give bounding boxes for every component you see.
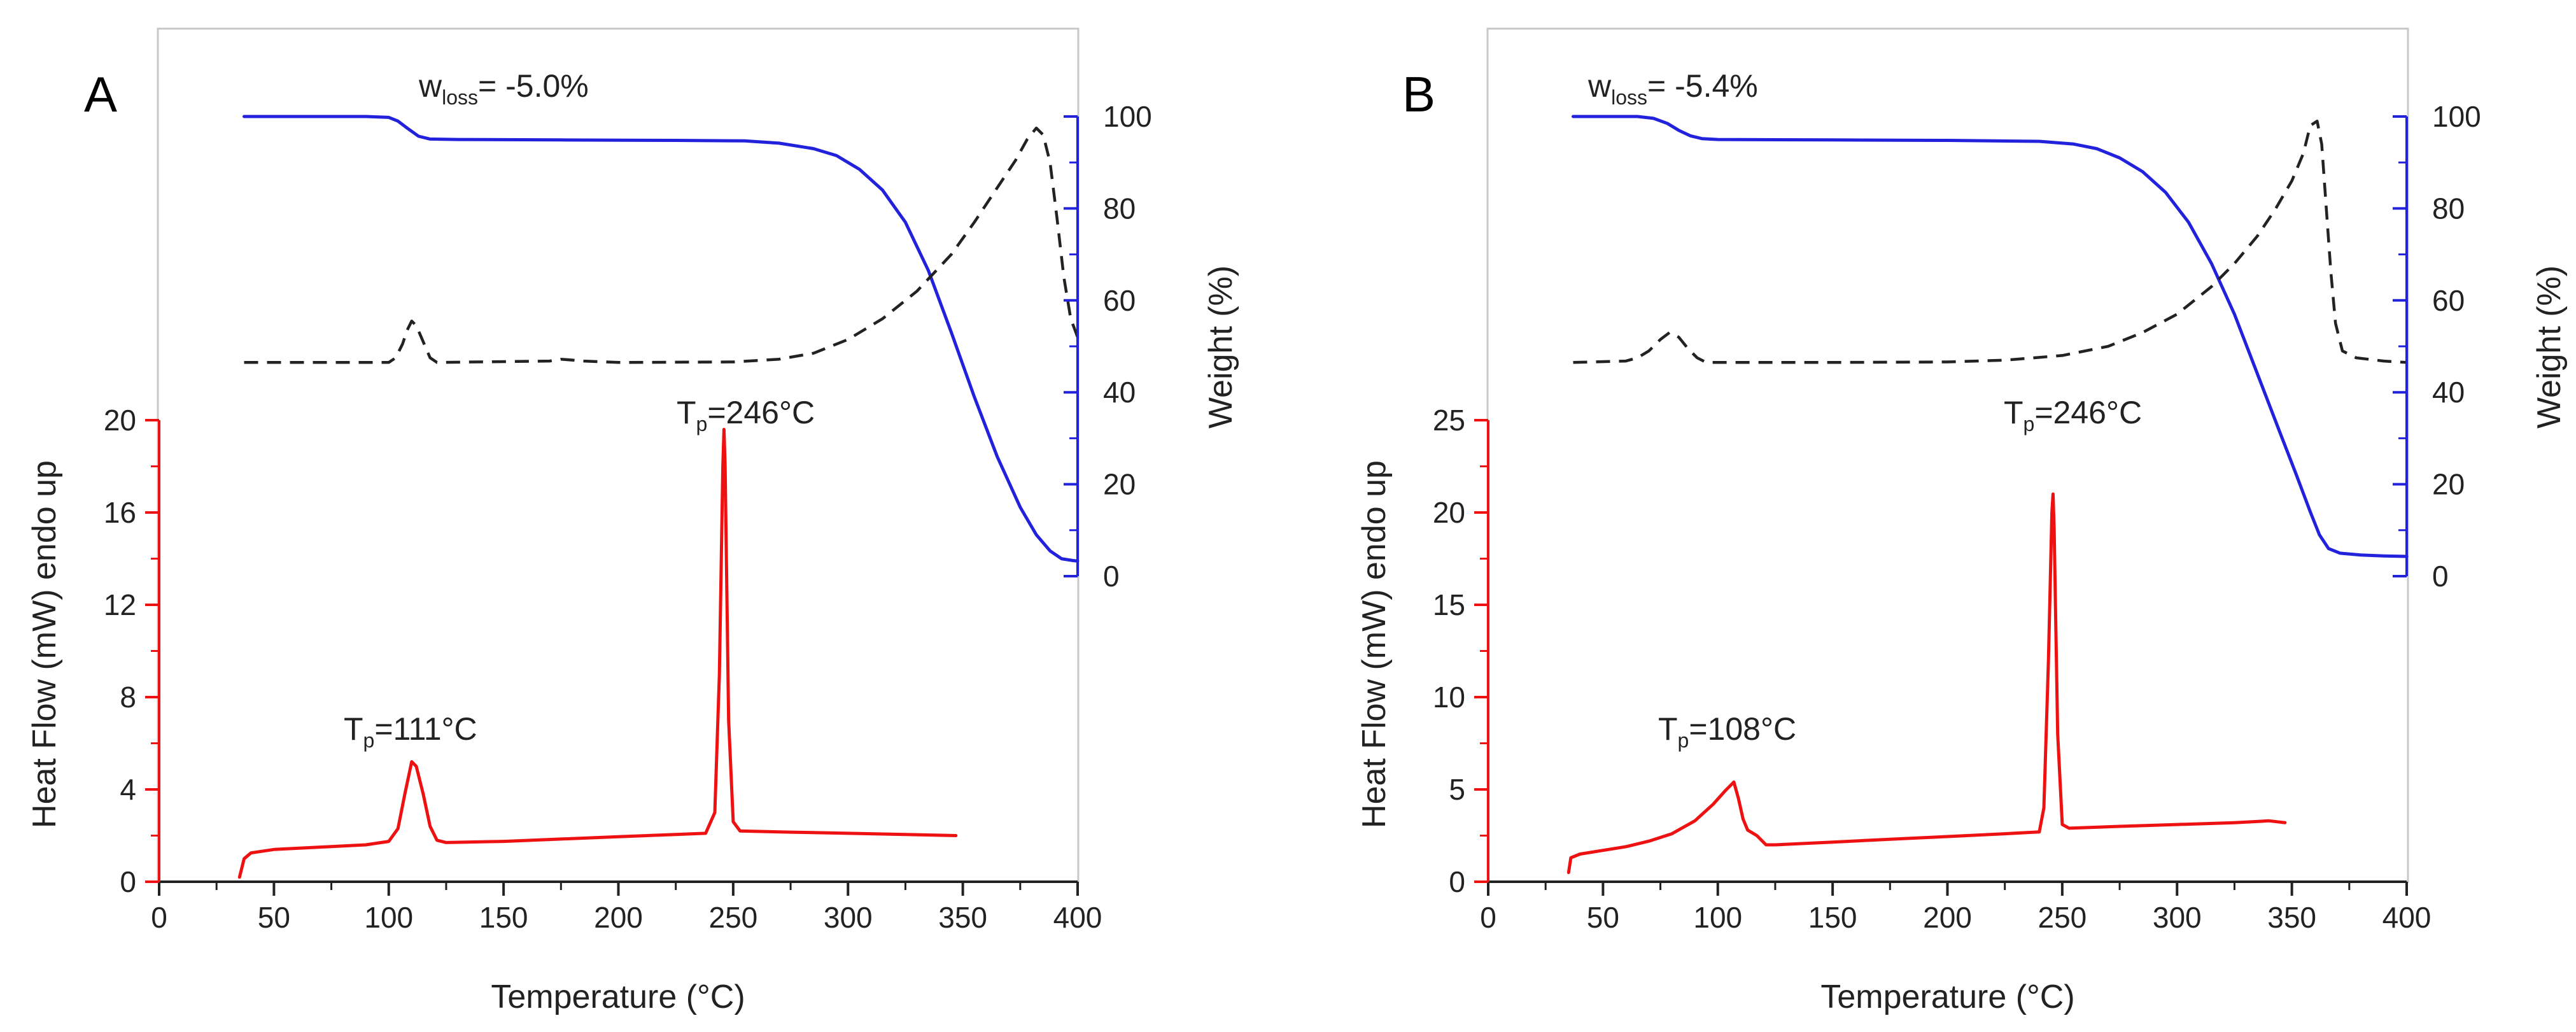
x-tick-label: 350 <box>2267 901 2316 934</box>
weight-loss-annotation: wloss= -5.0% <box>418 68 589 109</box>
y-left-tick-label: 15 <box>1433 588 1465 621</box>
x-tick-label: 0 <box>1480 901 1496 934</box>
x-tick-label: 50 <box>1587 901 1619 934</box>
plot-frame <box>157 27 1080 883</box>
y-right-tick-label: 80 <box>2432 192 2465 225</box>
weight-curve <box>243 115 1080 563</box>
y-axis-left-title: Heat Flow (mW) endo up <box>1356 460 1393 828</box>
y-right-tick-label: 80 <box>1103 192 1136 225</box>
y-right-tick-label: 20 <box>2432 468 2465 501</box>
panel-label-b: B <box>1402 66 1435 122</box>
y-right-tick-label: 40 <box>2432 376 2465 409</box>
y-left-tick-label: 0 <box>1449 865 1465 898</box>
peak-temperature-annotation-2: Tp=246°C <box>677 395 815 435</box>
weight-loss-annotation: wloss= -5.4% <box>1587 68 1758 109</box>
x-axis-title: Temperature (°C) <box>1820 979 2074 1015</box>
y-right-tick-label: 40 <box>1103 376 1136 409</box>
y-right-tick-label: 20 <box>1103 468 1136 501</box>
y-left-tick-label: 4 <box>120 773 136 806</box>
derivative-weight-curve <box>1573 119 2407 364</box>
y-left-tick-label: 20 <box>104 404 136 437</box>
x-tick-label: 400 <box>1053 901 1102 934</box>
x-tick-label: 200 <box>1923 901 1972 934</box>
peak-temperature-annotation-1: Tp=111°C <box>344 711 477 752</box>
panel-a: A 0 50 100 150 200 250 300 350 40004812162002040… <box>26 27 1239 1015</box>
y-left-tick-label: 12 <box>104 588 136 621</box>
x-tick-label: 150 <box>479 901 528 934</box>
y-right-tick-label: 100 <box>2432 100 2481 133</box>
panel-b: B 0 50 100 150 200 250 300 350 40005101520250204… <box>1356 27 2568 1015</box>
x-tick-label: 50 <box>258 901 290 934</box>
x-tick-label: 250 <box>709 901 758 934</box>
y-left-tick-label: 25 <box>1433 404 1465 437</box>
y-axis-left-title: Heat Flow (mW) endo up <box>26 460 63 828</box>
y-axis-right-title: Weight (%) <box>1202 265 1239 428</box>
y-right-tick-label: 0 <box>2432 560 2449 593</box>
y-left-tick-label: 20 <box>1433 496 1465 529</box>
derivative-weight-curve <box>244 126 1080 364</box>
y-left-tick-label: 8 <box>120 681 136 714</box>
y-left-tick-label: 5 <box>1449 773 1465 806</box>
heat-flow-curve <box>1566 492 2287 874</box>
x-axis-title: Temperature (°C) <box>491 979 745 1015</box>
y-right-tick-label: 60 <box>1103 284 1136 317</box>
y-axis-right-title: Weight (%) <box>2531 265 2568 428</box>
y-left-tick-label: 0 <box>120 865 136 898</box>
x-tick-label: 300 <box>824 901 873 934</box>
x-tick-label: 100 <box>1693 901 1742 934</box>
y-left-tick-label: 16 <box>104 496 136 529</box>
plot-frame <box>1486 27 2409 883</box>
peak-temperature-annotation-1: Tp=108°C <box>1658 711 1796 752</box>
x-tick-label: 150 <box>1808 901 1857 934</box>
x-tick-label: 300 <box>2153 901 2202 934</box>
x-tick-label: 100 <box>364 901 413 934</box>
y-left-tick-label: 10 <box>1433 681 1465 714</box>
heat-flow-curve <box>237 428 958 879</box>
panel-label-a: A <box>84 66 117 122</box>
y-right-tick-label: 60 <box>2432 284 2465 317</box>
x-tick-label: 200 <box>594 901 643 934</box>
x-tick-label: 0 <box>151 901 167 934</box>
weight-curve <box>1572 115 2409 558</box>
x-tick-label: 250 <box>2038 901 2087 934</box>
peak-temperature-annotation-2: Tp=246°C <box>2004 395 2142 435</box>
x-tick-label: 350 <box>938 901 987 934</box>
y-right-tick-label: 100 <box>1103 100 1152 133</box>
y-right-tick-label: 0 <box>1103 560 1120 593</box>
x-tick-label: 400 <box>2382 901 2432 934</box>
